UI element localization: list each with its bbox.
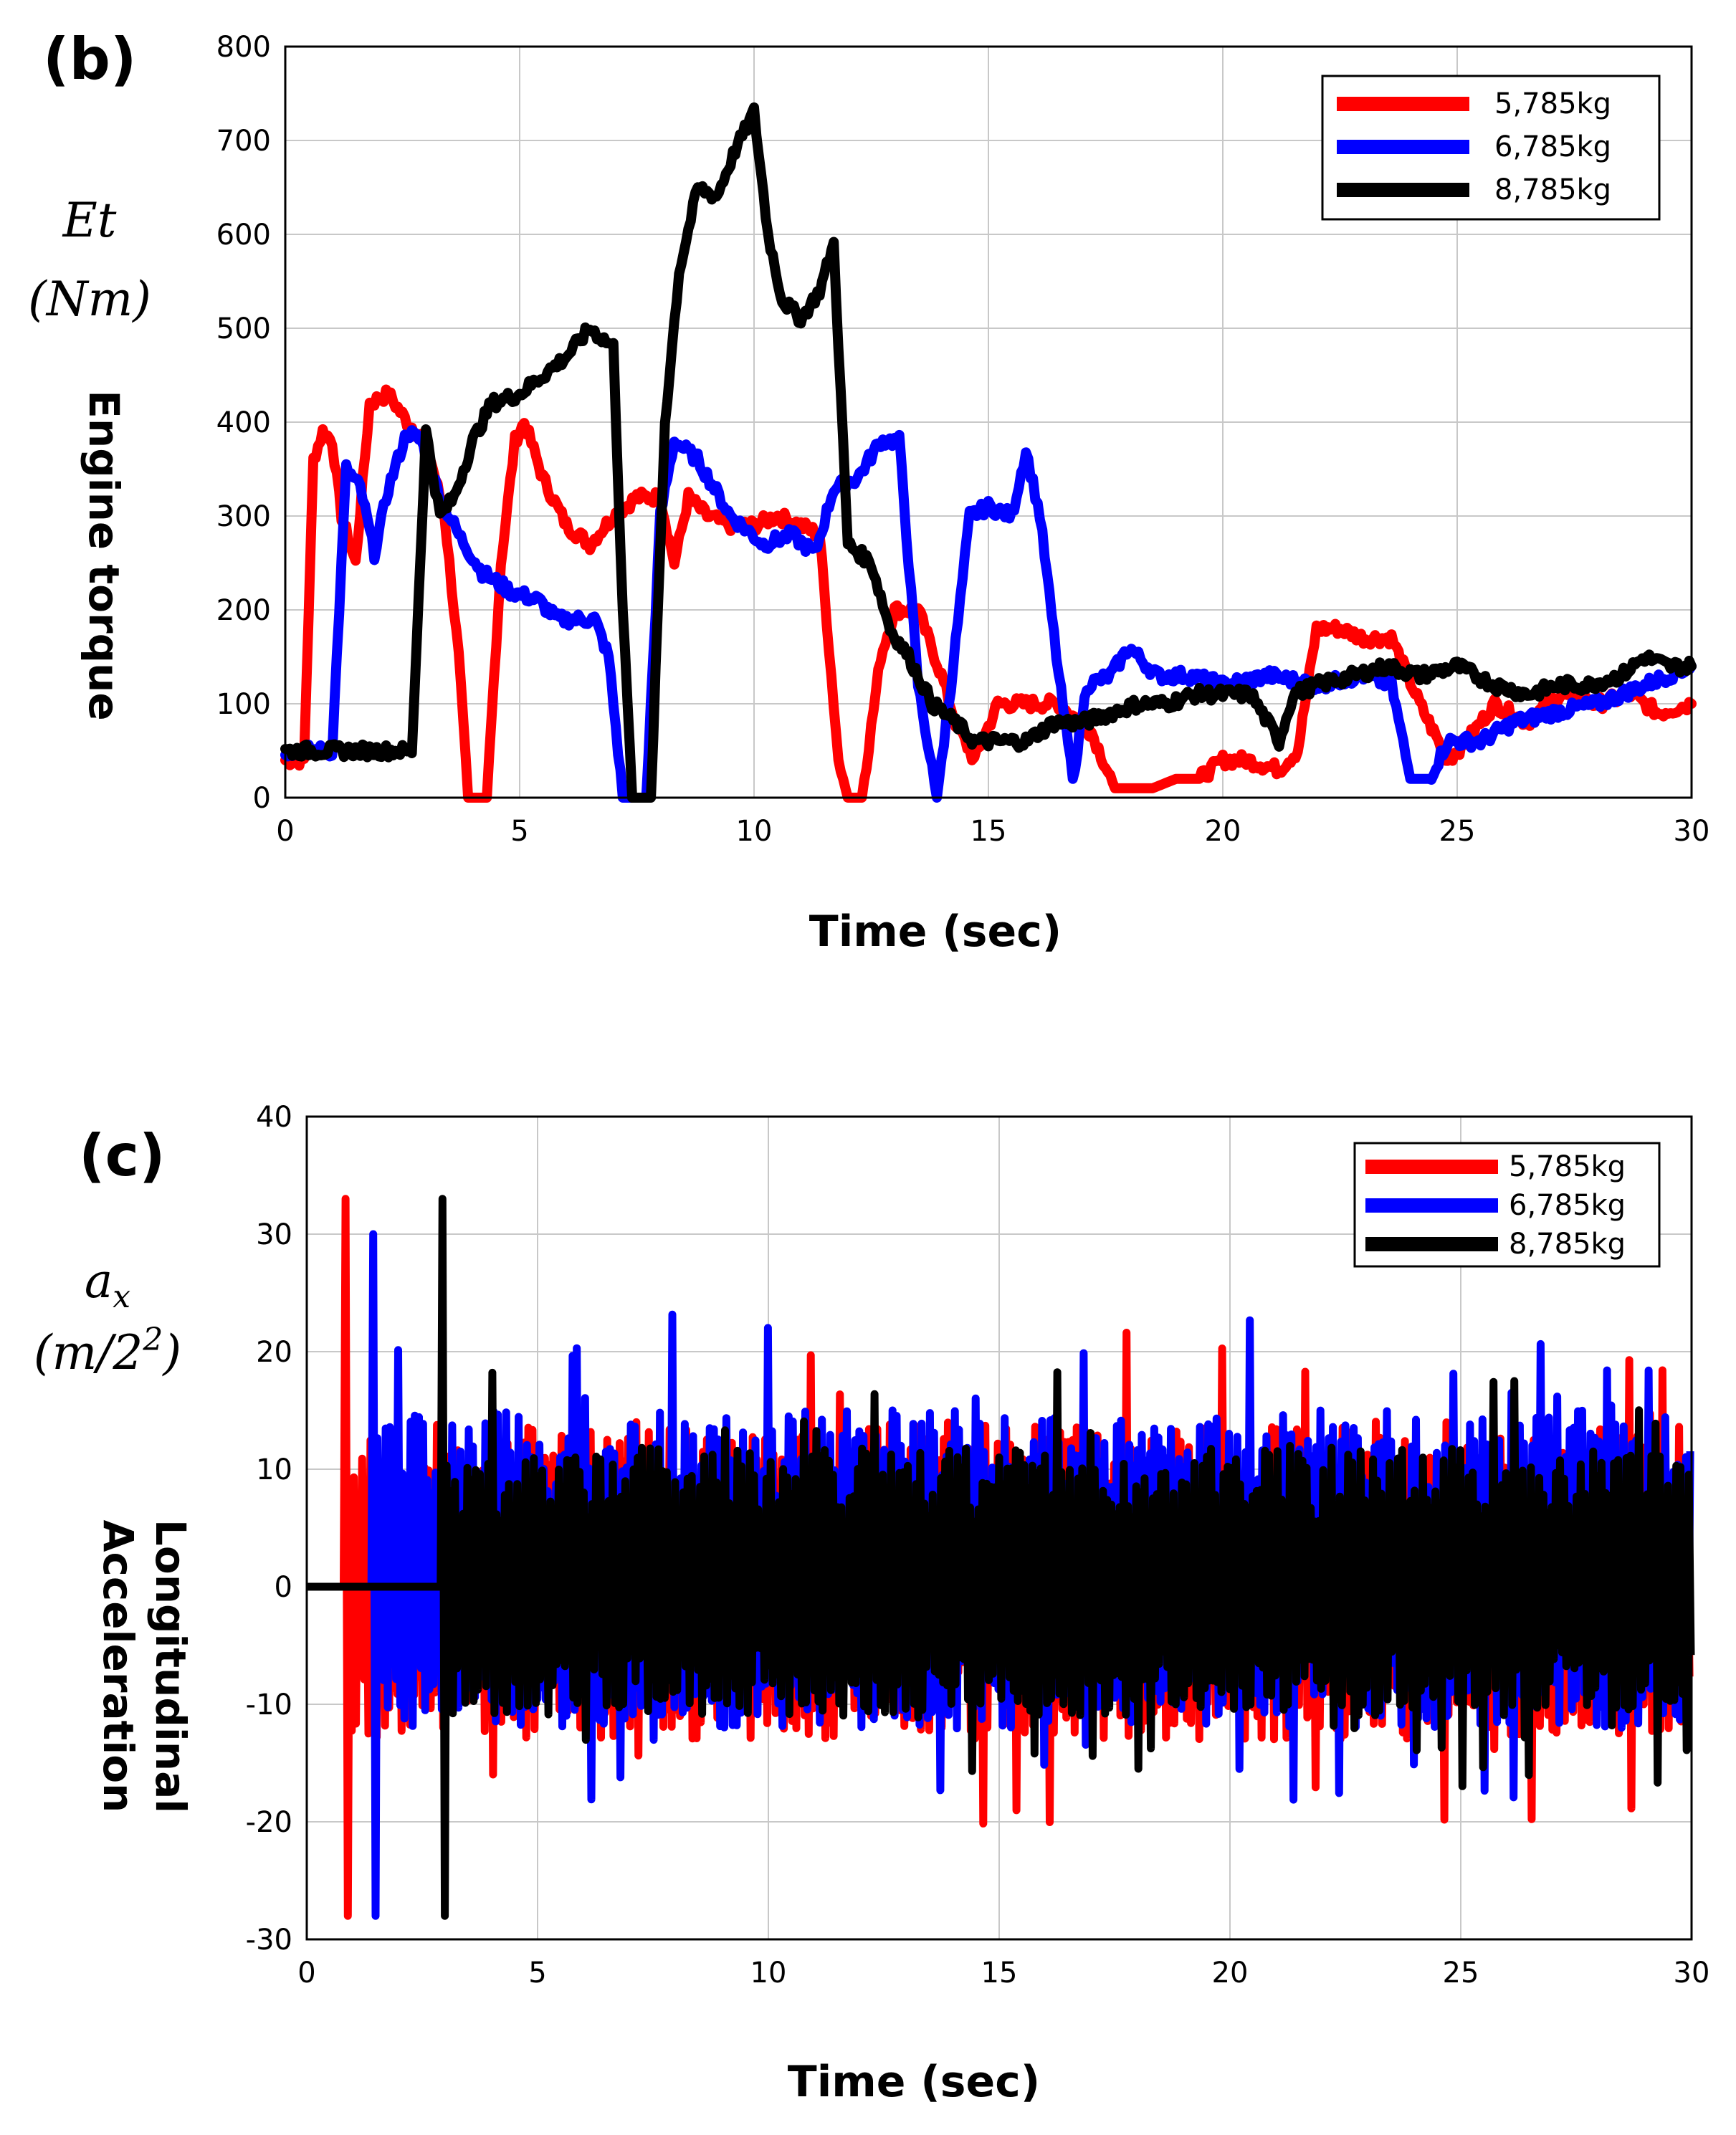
x-tick-label-b-6: 30: [1674, 815, 1710, 848]
legend-label-c-2: 8,785kg: [1509, 1228, 1626, 1261]
y-tick-label-c-6: 30: [256, 1218, 292, 1251]
y-tick-label-b-3: 300: [216, 500, 271, 533]
x-tick-label-c-3: 15: [981, 1957, 1018, 1990]
legend-label-b-2: 8,785kg: [1494, 173, 1611, 206]
y-symbol-c: ax: [85, 1253, 130, 1315]
legend-label-b-1: 6,785kg: [1494, 130, 1611, 163]
y-unit-c: (m/22): [34, 1322, 181, 1380]
longitudinal-acceleration-chart: (c) ax (m/22) Longitudinal Acceleration …: [34, 1101, 1710, 2107]
y-unit-b: (Nm): [28, 272, 151, 327]
legend-c: 5,785kg 6,785kg 8,785kg: [1353, 1142, 1661, 1268]
x-tick-label-c-2: 10: [750, 1957, 787, 1990]
x-tick-label-c-1: 5: [528, 1957, 546, 1990]
plot-frame-b: [284, 45, 1693, 799]
y-axis-label-c-line2: Acceleration: [94, 1520, 143, 1813]
series-line-b-1: [280, 425, 1697, 803]
y-tick-label-c-7: 40: [256, 1101, 292, 1134]
y-tick-label-c-0: -30: [246, 1924, 292, 1957]
plot-frame-c: [305, 1115, 1693, 1941]
panel-label-b: (b): [43, 26, 136, 92]
panel-label-c: (c): [79, 1122, 166, 1189]
y-tick-label-c-2: -10: [246, 1689, 292, 1721]
series-group-b: [280, 102, 1697, 803]
y-tick-label-b-2: 200: [216, 594, 271, 627]
x-axis-label-b: Time (sec): [809, 907, 1062, 957]
x-tick-label-c-0: 0: [297, 1957, 315, 1990]
y-tick-label-c-1: -20: [246, 1806, 292, 1839]
x-tick-label-c-4: 20: [1212, 1957, 1249, 1990]
y-tick-label-b-1: 100: [216, 688, 271, 721]
y-tick-label-b-5: 500: [216, 312, 271, 345]
series-line-c-2: [307, 1195, 1695, 1920]
series-line-b-2: [280, 102, 1697, 803]
x-tick-label-b-5: 25: [1439, 815, 1476, 848]
y-tick-label-c-4: 10: [256, 1453, 292, 1486]
x-tick-label-b-1: 5: [510, 815, 528, 848]
x-tick-label-b-0: 0: [276, 815, 294, 848]
legend-label-c-1: 6,785kg: [1509, 1189, 1626, 1222]
legend-label-c-0: 5,785kg: [1509, 1150, 1626, 1183]
y-axis-label-b: Engine torque: [80, 390, 128, 720]
x-tick-label-c-5: 25: [1443, 1957, 1479, 1990]
legend-label-b-0: 5,785kg: [1494, 87, 1611, 120]
x-tick-label-b-2: 10: [736, 815, 773, 848]
y-tick-label-b-7: 700: [216, 125, 271, 158]
x-axis-label-c: Time (sec): [788, 2057, 1040, 2107]
y-tick-label-b-6: 600: [216, 219, 271, 252]
y-tick-label-b-4: 400: [216, 406, 271, 439]
series-group-c: [307, 1195, 1695, 1920]
y-tick-label-b-0: 0: [253, 782, 271, 815]
series-line-b-0: [280, 384, 1697, 803]
legend-b: 5,785kg 6,785kg 8,785kg: [1321, 75, 1661, 221]
y-symbol-b: Et: [62, 193, 117, 248]
y-axis-label-c-line1: Longitudinal: [146, 1519, 195, 1813]
x-tick-label-c-6: 30: [1674, 1957, 1710, 1990]
y-tick-label-c-3: 0: [275, 1571, 292, 1604]
tick-labels-c: 0 5 10 15 20 25 30 -30 -20 -10 0 10 20 30 40: [246, 1101, 1710, 1990]
y-tick-label-b-8: 800: [216, 31, 271, 64]
x-tick-label-b-3: 15: [970, 815, 1007, 848]
engine-torque-chart: (b) Et (Nm) Engine torque Time (sec) 0 5 1…: [28, 26, 1709, 957]
y-tick-label-c-5: 20: [256, 1336, 292, 1369]
x-tick-label-b-4: 20: [1205, 815, 1241, 848]
